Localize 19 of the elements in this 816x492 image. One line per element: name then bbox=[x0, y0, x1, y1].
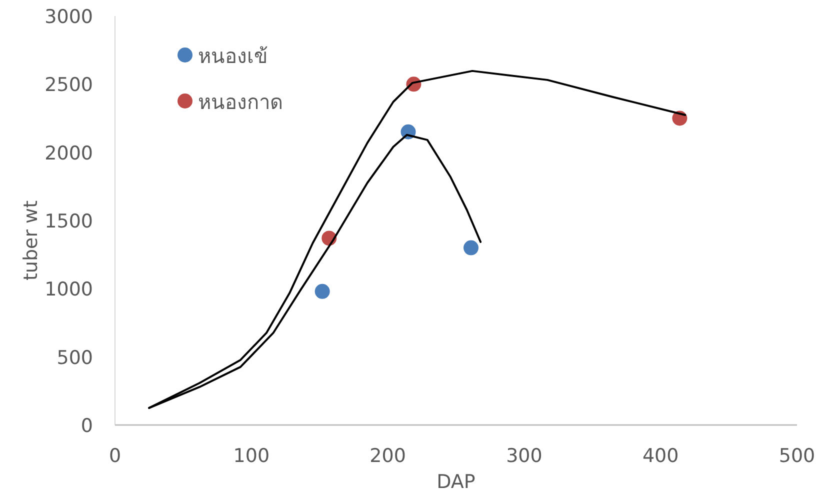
legend-label: หนองกาด bbox=[198, 90, 283, 114]
y-tick-label: 2500 bbox=[44, 74, 93, 96]
y-tick-label: 500 bbox=[56, 346, 93, 369]
legend-label: หนองเข้ bbox=[198, 44, 268, 68]
y-tick-label: 2000 bbox=[44, 142, 93, 164]
x-tick-label: 0 bbox=[108, 445, 122, 467]
point bbox=[464, 240, 479, 256]
y-tick-label: 1500 bbox=[44, 210, 93, 232]
x-axis-title: DAP bbox=[436, 471, 476, 492]
x-tick-label: 200 bbox=[370, 445, 406, 467]
point bbox=[314, 284, 330, 299]
x-tick-label: 400 bbox=[642, 445, 679, 467]
x-tick-label: 100 bbox=[233, 445, 270, 467]
x-tick-label: 300 bbox=[506, 445, 542, 467]
y-tick-label: 0 bbox=[80, 415, 93, 437]
y-tick-label: 3000 bbox=[44, 6, 93, 28]
x-tick-label: 500 bbox=[778, 445, 816, 467]
y-tick-label: 1000 bbox=[44, 278, 93, 301]
y-axis-title: tuber wt bbox=[20, 200, 42, 281]
